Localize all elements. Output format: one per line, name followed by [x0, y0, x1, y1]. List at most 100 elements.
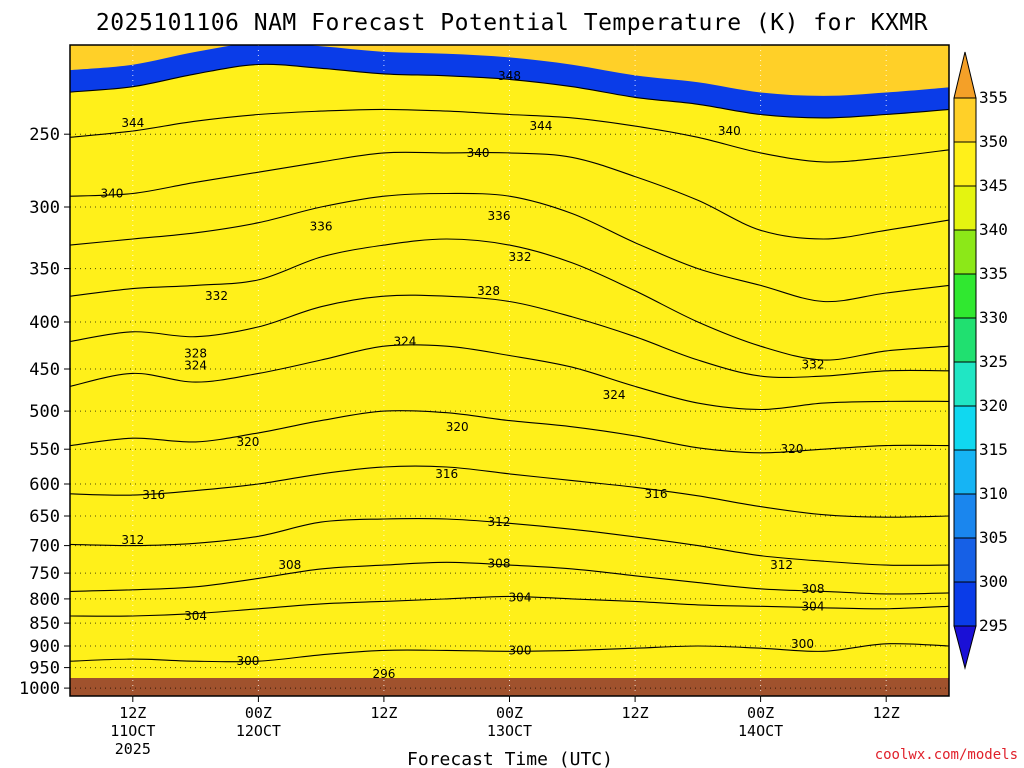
contour-308	[70, 561, 949, 595]
y-tick-label: 350	[29, 260, 60, 280]
y-tick-label: 1000	[19, 679, 60, 699]
contour-label: 304	[509, 590, 532, 604]
colorbar-segment	[953, 185, 977, 231]
contour-340	[70, 151, 949, 240]
colorbar-tick-label: 295	[979, 616, 1008, 635]
contour-label: 324	[393, 335, 416, 349]
contour-label: 320	[236, 435, 259, 449]
colorbar-segment	[953, 405, 977, 451]
contour-label: 308	[488, 556, 511, 570]
contour-label: 312	[121, 533, 144, 547]
colorbar-segment	[953, 317, 977, 363]
contour-348	[70, 63, 949, 119]
colorbar-tick-label: 355	[979, 88, 1008, 107]
x-tick-label: 00Z	[496, 704, 523, 722]
colorbar-tick-label: 310	[979, 484, 1008, 503]
contour-label: 320	[446, 420, 469, 434]
colorbar-segment	[953, 97, 977, 143]
contour-320	[70, 410, 949, 454]
ground-surface-bar	[70, 678, 949, 696]
y-tick-label: 550	[29, 440, 60, 460]
y-tick-label: 850	[29, 614, 60, 634]
contour-label: 332	[205, 289, 228, 303]
contour-300	[70, 643, 949, 663]
contour-316	[70, 465, 949, 518]
x-tick-label: 00Z	[245, 704, 272, 722]
x-tick-label: 13OCT	[487, 722, 532, 740]
x-tick-label: 12Z	[873, 704, 900, 722]
colorbar: 295 300 305 310 315 320 325 330 335 340 345 350 355	[953, 51, 1008, 670]
contour-label: 308	[802, 582, 825, 596]
x-tick-label: 11OCT	[110, 722, 155, 740]
y-tick-label: 400	[29, 313, 60, 333]
credit-text: coolwx.com/models	[875, 747, 1018, 763]
contour-324	[70, 344, 949, 411]
colorbar-tick-label: 325	[979, 352, 1008, 371]
y-tick-label: 750	[29, 564, 60, 584]
contour-label: 320	[781, 442, 804, 456]
colorbar-segment	[953, 537, 977, 583]
y-tick-label: 800	[29, 590, 60, 610]
contour-label: 300	[509, 643, 532, 657]
y-tick-label: 650	[29, 507, 60, 527]
y-tick-label: 300	[29, 198, 60, 218]
contour-328	[70, 294, 949, 379]
contour-312	[70, 518, 949, 566]
y-tick-label: 700	[29, 537, 60, 557]
fill-band-top	[70, 45, 949, 96]
contour-label: 340	[467, 146, 490, 160]
contour-label: 324	[184, 359, 207, 373]
contour-label: 312	[770, 558, 793, 572]
colorbar-top-arrow	[953, 51, 977, 99]
contour-332	[70, 238, 949, 361]
colorbar-segment	[953, 141, 977, 187]
colorbar-segment	[953, 449, 977, 495]
contour-label: 300	[791, 637, 814, 651]
colorbar-bottom-arrow	[953, 625, 977, 670]
contour-label: 328	[477, 284, 500, 298]
contour-label: 308	[278, 558, 301, 572]
contour-layer	[70, 63, 949, 663]
colorbar-segment	[953, 493, 977, 539]
colorbar-segment	[953, 273, 977, 319]
colorbar-segment	[953, 229, 977, 275]
colorbar-tick-label: 335	[979, 264, 1008, 283]
x-tick-label: 12Z	[119, 704, 146, 722]
chart-title: 2025101106 NAM Forecast Potential Temper…	[96, 10, 928, 36]
contour-label: 316	[435, 467, 458, 481]
contour-label: 340	[718, 124, 741, 138]
x-tick-label: 2025	[115, 740, 151, 758]
contour-label: 304	[802, 599, 825, 613]
x-tick-label: 12OCT	[236, 722, 281, 740]
colorbar-tick-label: 320	[979, 396, 1008, 415]
contour-label: 332	[509, 250, 532, 264]
y-tick-label: 250	[29, 125, 60, 145]
colorbar-tick-label: 345	[979, 176, 1008, 195]
y-tick-label: 450	[29, 360, 60, 380]
contour-label: 300	[236, 654, 259, 668]
contour-label: 336	[310, 220, 333, 234]
contour-304	[70, 595, 949, 617]
contour-label: 344	[121, 116, 144, 130]
y-tick-label: 500	[29, 402, 60, 422]
colorbar-tick-label: 305	[979, 528, 1008, 547]
colorbar-tick-label: 315	[979, 440, 1008, 459]
contour-label: 316	[142, 488, 165, 502]
y-tick-label: 950	[29, 659, 60, 679]
colorbar-segment	[953, 581, 977, 627]
y-tick-label: 900	[29, 637, 60, 657]
contour-344	[70, 108, 949, 163]
x-tick-label: 14OCT	[738, 722, 783, 740]
contour-label: 332	[802, 358, 825, 372]
colorbar-segment	[953, 361, 977, 407]
contour-label: 324	[603, 388, 626, 402]
contour-label: 296	[372, 667, 395, 681]
contour-label: 316	[645, 487, 668, 501]
colorbar-tick-label: 330	[979, 308, 1008, 327]
contour-label: 348	[498, 69, 521, 83]
y-axis: 250 300 350 400 450 500 550 600 650 700 750 800 850 9…	[19, 125, 70, 699]
